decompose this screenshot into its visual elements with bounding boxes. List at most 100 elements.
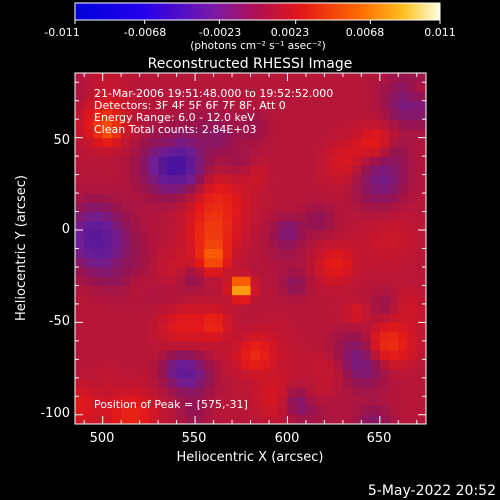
heatmap-cell bbox=[315, 294, 325, 305]
heatmap-cell bbox=[305, 387, 316, 397]
heatmap-cell bbox=[167, 294, 178, 305]
heatmap-cell bbox=[315, 257, 325, 268]
heatmap-cell bbox=[195, 109, 205, 120]
heatmap-cell bbox=[139, 100, 150, 111]
heatmap-cell bbox=[93, 128, 104, 139]
heatmap-cell bbox=[305, 146, 316, 157]
heatmap-cell bbox=[75, 340, 85, 351]
heatmap-cell bbox=[148, 340, 159, 351]
heatmap-cell bbox=[352, 165, 362, 176]
heatmap-cell bbox=[93, 257, 104, 268]
heatmap-cell bbox=[370, 146, 381, 157]
heatmap-cell bbox=[167, 137, 178, 148]
heatmap-cell bbox=[278, 220, 288, 231]
heatmap-cell bbox=[268, 137, 279, 148]
heatmap-cell bbox=[333, 183, 344, 194]
heatmap-cell bbox=[139, 285, 150, 296]
x-tick-label-600: 600 bbox=[275, 431, 300, 446]
heatmap-cell bbox=[250, 368, 261, 379]
heatmap-cell bbox=[407, 387, 418, 397]
heatmap-cell bbox=[176, 211, 187, 222]
heatmap-cell bbox=[361, 387, 372, 397]
heatmap-cell bbox=[222, 285, 233, 296]
heatmap-cell bbox=[407, 73, 418, 83]
heatmap-cell bbox=[93, 100, 104, 111]
heatmap-cell bbox=[259, 137, 270, 148]
heatmap-cell bbox=[241, 137, 251, 148]
heatmap-cell bbox=[185, 405, 196, 416]
heatmap-cell bbox=[121, 100, 131, 111]
heatmap-cell bbox=[305, 100, 316, 111]
heatmap-cell bbox=[158, 340, 168, 351]
heatmap-cell bbox=[130, 137, 141, 148]
heatmap-cell bbox=[75, 266, 85, 277]
heatmap-cell bbox=[222, 248, 233, 259]
heatmap-cell bbox=[111, 276, 122, 286]
heatmap-cell bbox=[222, 294, 233, 305]
heatmap-cell bbox=[250, 294, 261, 305]
heatmap-cell bbox=[278, 119, 288, 129]
heatmap-cell bbox=[259, 322, 270, 333]
heatmap-cell bbox=[213, 82, 224, 92]
heatmap-cell bbox=[342, 174, 353, 185]
heatmap-cell bbox=[305, 359, 316, 370]
heatmap-cell bbox=[250, 266, 261, 277]
heatmap-cell bbox=[75, 387, 85, 397]
heatmap-cell bbox=[213, 405, 224, 416]
heatmap-cell bbox=[259, 230, 270, 240]
heatmap-cell bbox=[139, 239, 150, 249]
heatmap-cell bbox=[268, 193, 279, 203]
heatmap-cell bbox=[379, 165, 390, 176]
heatmap-cell bbox=[195, 174, 205, 185]
heatmap-cell bbox=[278, 266, 288, 277]
heatmap-cell bbox=[342, 322, 353, 333]
heatmap-cell bbox=[379, 359, 390, 370]
heatmap-cell bbox=[296, 387, 307, 397]
heatmap-cell bbox=[250, 350, 261, 360]
heatmap-cell bbox=[278, 202, 288, 213]
heatmap-cell bbox=[111, 377, 122, 388]
heatmap-cell bbox=[84, 91, 94, 102]
heatmap-cell bbox=[148, 239, 159, 249]
heatmap-cell bbox=[361, 193, 372, 203]
heatmap-cell bbox=[333, 211, 344, 222]
heatmap-cell bbox=[361, 276, 372, 286]
heatmap-cell bbox=[370, 396, 381, 407]
heatmap-cell bbox=[130, 239, 141, 249]
heatmap-cell bbox=[130, 368, 141, 379]
heatmap-cell bbox=[75, 91, 85, 102]
heatmap-cell bbox=[121, 183, 131, 194]
heatmap-cell bbox=[315, 137, 325, 148]
heatmap-cell bbox=[398, 91, 409, 102]
heatmap-cell bbox=[278, 350, 288, 360]
heatmap-cell bbox=[268, 396, 279, 407]
heatmap-cell bbox=[250, 174, 261, 185]
heatmap-cell bbox=[296, 119, 307, 129]
heatmap-cell bbox=[195, 368, 205, 379]
heatmap-cell bbox=[296, 211, 307, 222]
heatmap-cell bbox=[342, 414, 353, 424]
heatmap-cell bbox=[342, 396, 353, 407]
heatmap-cell bbox=[232, 257, 242, 268]
heatmap-cell bbox=[176, 414, 187, 424]
heatmap-cell bbox=[416, 211, 426, 222]
heatmap-cell bbox=[148, 350, 159, 360]
heatmap-cell bbox=[342, 377, 353, 388]
heatmap-cell bbox=[398, 285, 409, 296]
heatmap-cell bbox=[139, 248, 150, 259]
heatmap-cell bbox=[398, 174, 409, 185]
heatmap-cell bbox=[352, 257, 362, 268]
heatmap-cell bbox=[222, 73, 233, 83]
heatmap-cell bbox=[176, 350, 187, 360]
heatmap-cell bbox=[389, 350, 399, 360]
heatmap-cell bbox=[167, 220, 178, 231]
heatmap-cell bbox=[361, 165, 372, 176]
heatmap-cell bbox=[407, 350, 418, 360]
heatmap-cell bbox=[204, 414, 215, 424]
heatmap-cell bbox=[416, 248, 426, 259]
heatmap-cell bbox=[167, 414, 178, 424]
heatmap-cell bbox=[241, 248, 251, 259]
heatmap-cell bbox=[379, 331, 390, 342]
heatmap-cell bbox=[93, 285, 104, 296]
